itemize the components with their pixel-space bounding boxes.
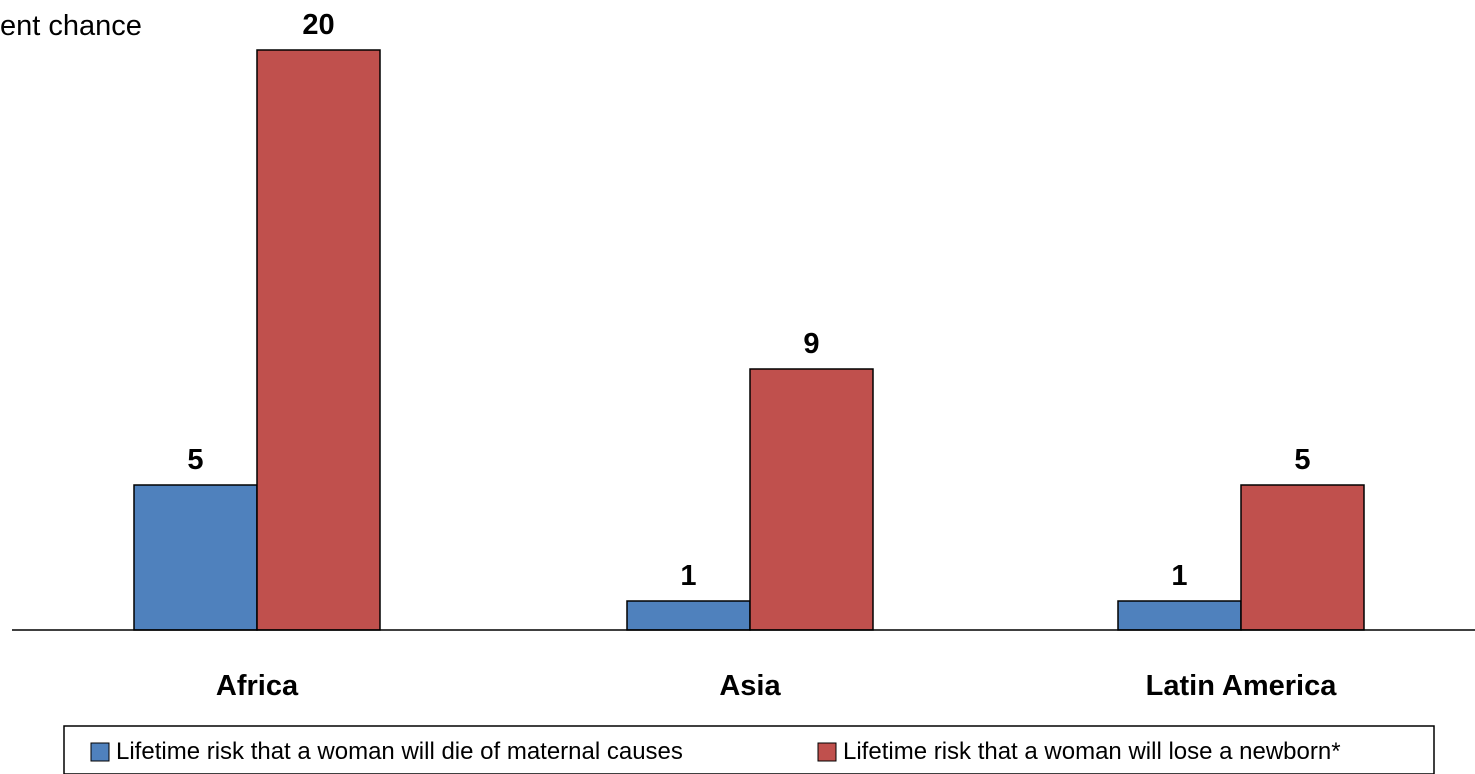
- bar-asia-series-1: [749, 368, 874, 631]
- category-labels-layer: Africa Asia Latin America: [216, 670, 1337, 702]
- legend-swatch-maternal: [90, 742, 110, 762]
- data-label-africa-series-1: 20: [302, 9, 334, 41]
- data-label-asia-series-1: 9: [803, 328, 819, 360]
- data-labels-layer: 5 20 1 9 1 5: [187, 9, 1310, 592]
- bar-latin-america-series-0: [1117, 600, 1242, 631]
- bar-latin-america-series-1: [1240, 484, 1365, 631]
- legend-label-maternal: Lifetime risk that a woman will die of m…: [116, 738, 683, 765]
- data-label-latin-america-series-1: 5: [1294, 444, 1310, 476]
- category-label-africa: Africa: [216, 670, 299, 702]
- category-label-latin-america: Latin America: [1146, 670, 1338, 702]
- y-unit-label: ent chance: [0, 10, 142, 42]
- legend-box: [63, 725, 1435, 774]
- category-label-asia: Asia: [719, 670, 781, 702]
- data-label-africa-series-0: 5: [187, 444, 203, 476]
- legend-label-newborn: Lifetime risk that a woman will lose a n…: [843, 738, 1341, 765]
- bar-asia-series-0: [626, 600, 751, 631]
- bar-africa-series-0: [133, 484, 258, 631]
- legend: Lifetime risk that a woman will die of m…: [63, 725, 1435, 774]
- legend-swatch-newborn: [817, 742, 837, 762]
- data-label-asia-series-0: 1: [680, 560, 696, 592]
- data-label-latin-america-series-0: 1: [1171, 560, 1187, 592]
- bar-africa-series-1: [256, 49, 381, 631]
- bars-layer: [133, 49, 1365, 631]
